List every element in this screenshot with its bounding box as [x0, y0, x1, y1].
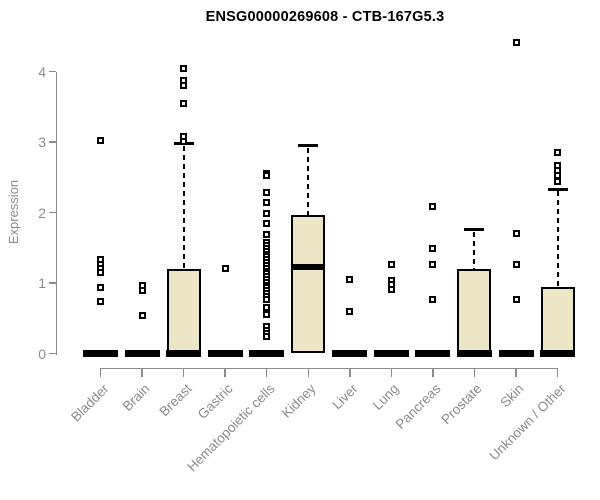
outlier-point	[180, 81, 188, 89]
outlier-point	[429, 245, 437, 253]
x-axis-line	[99, 367, 559, 369]
outlier-point	[221, 264, 229, 272]
collapsed-box	[498, 350, 534, 357]
upper-whisker	[473, 231, 476, 269]
outlier-point	[263, 230, 271, 238]
outlier-point	[138, 287, 146, 295]
upper-whisker-cap	[547, 188, 568, 191]
outlier-point	[512, 38, 520, 46]
box-iqr	[457, 268, 492, 354]
x-axis-tick	[307, 367, 309, 377]
median-line	[291, 264, 326, 270]
x-axis-tick	[182, 367, 185, 377]
outlier-point	[97, 297, 104, 305]
box-iqr	[540, 286, 575, 354]
x-axis-tick	[99, 367, 102, 377]
outlier-point	[512, 260, 520, 268]
outlier-point	[346, 308, 354, 316]
outlier-point	[180, 64, 188, 72]
y-tick-label: 1	[38, 275, 46, 292]
box-iqr	[166, 268, 201, 354]
collapsed-box	[124, 350, 160, 357]
x-axis-tick	[224, 367, 226, 377]
outlier-point	[346, 276, 354, 284]
outlier-point	[180, 99, 188, 107]
outlier-point	[180, 137, 188, 145]
outlier-point	[512, 295, 520, 303]
outlier-point	[263, 295, 271, 303]
x-axis-tick	[432, 367, 434, 377]
upper-whisker-cap	[464, 228, 485, 231]
outlier-point	[554, 178, 562, 186]
outlier-point	[554, 149, 562, 157]
x-axis-tick	[390, 367, 393, 377]
collapsed-box	[83, 350, 118, 357]
y-axis-tick	[49, 70, 56, 73]
outlier-point	[97, 268, 104, 276]
outlier-point	[97, 136, 104, 144]
x-axis-tick	[349, 367, 351, 377]
x-axis-tick	[515, 367, 517, 377]
median-line	[456, 350, 492, 357]
collapsed-box	[332, 350, 368, 357]
y-axis-tick	[49, 211, 56, 214]
collapsed-box	[207, 350, 243, 357]
upper-whisker	[182, 145, 185, 269]
outlier-point	[387, 261, 395, 269]
collapsed-box	[373, 350, 409, 357]
outlier-point	[263, 311, 271, 319]
box-iqr	[291, 214, 326, 354]
outlier-point	[429, 261, 437, 269]
y-tick-label: 0	[38, 345, 46, 362]
outlier-point	[387, 285, 395, 293]
outlier-point	[263, 333, 271, 341]
collapsed-box	[249, 350, 285, 357]
x-axis-tick	[556, 367, 559, 377]
outlier-point	[512, 230, 520, 238]
median-line	[166, 350, 202, 357]
outlier-point	[138, 311, 146, 319]
x-axis-tick	[265, 367, 268, 377]
outlier-point	[263, 219, 271, 227]
y-tick-label: 4	[38, 63, 46, 80]
outlier-point	[429, 296, 437, 304]
y-tick-label: 2	[38, 204, 46, 221]
x-axis-tick	[473, 367, 476, 377]
upper-whisker	[307, 147, 310, 215]
x-axis-tick	[141, 367, 143, 377]
y-axis-line	[55, 71, 57, 355]
collapsed-box	[415, 350, 451, 357]
upper-whisker-cap	[298, 144, 319, 147]
y-tick-label: 3	[38, 134, 46, 151]
outlier-point	[263, 189, 271, 197]
outlier-point	[263, 199, 271, 207]
outlier-point	[263, 209, 271, 217]
median-line	[540, 350, 576, 357]
chart-title: ENSG00000269608 - CTB-167G5.3	[205, 9, 445, 25]
y-axis-tick	[49, 282, 56, 284]
outlier-point	[429, 203, 437, 211]
outlier-point	[263, 172, 271, 180]
outlier-point	[97, 284, 104, 292]
outlier-point	[263, 303, 271, 311]
y-axis-tick	[49, 352, 56, 355]
y-axis-tick	[49, 141, 56, 143]
upper-whisker	[556, 191, 559, 287]
